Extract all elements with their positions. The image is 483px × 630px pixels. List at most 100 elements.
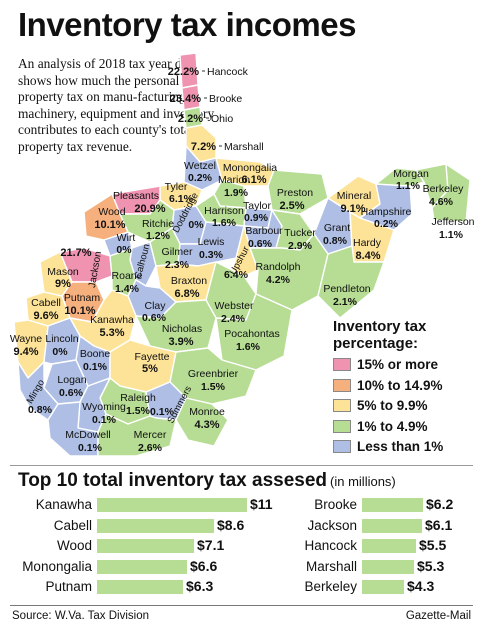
footer-divider [10,605,473,606]
bar-berkeley [362,580,404,594]
county-name-cabell: Cabell [31,297,61,309]
bar-value-monongalia: $6.6 [190,557,218,574]
bar-kanawha [97,498,247,512]
county-name-harrison: Harrison [204,205,244,217]
county-value-gilmer: 2.3% [165,259,190,271]
divider [10,465,473,466]
legend-swatch [333,440,351,453]
county-name-taylor: Taylor [243,200,272,212]
county-value-webster: 2.4% [221,313,246,325]
county-name-lincoln: Lincoln [45,333,78,345]
county-value-kanawha: 5.3% [99,327,124,339]
county-value-lewis: 0.3% [199,249,224,261]
county-value-upshur: 6.4% [224,269,249,281]
top10-unit: (in millions) [330,474,396,489]
intro-text: An analysis of 2018 tax year data shows … [18,56,215,154]
county-value-braxton: 6.8% [174,288,199,300]
county-name-preston: Preston [277,187,313,199]
top10-title: Top 10 total inventory tax assesed [18,470,328,491]
bar-value-marshall: $5.3 [417,557,445,574]
county-value-hardy: 8.4% [355,250,380,262]
county-value-brooke: 23.4% [170,93,201,105]
county-value-berkeley: 4.6% [429,196,454,208]
bar-value-jackson: $6.1 [425,516,453,533]
county-name-clay: Clay [144,300,166,312]
county-value-randolph: 4.2% [266,274,291,286]
bar-value-hancock: $5.5 [419,537,447,553]
county-name-randolph: Randolph [256,261,301,273]
county-name-kanawha: Kanawha [90,314,134,326]
legend-title: Inventory tax percentage: [333,318,427,352]
county-value-clay: 0.6% [142,312,167,324]
bar-label-hancock: Hancock [304,538,357,553]
county-value-wyoming: 0.1% [92,414,117,426]
county-shape-pendleton [317,245,385,319]
callout-lines [202,70,222,147]
county-name-gilmer: Gilmer [162,246,193,258]
bar-brooke [362,498,423,512]
bar-label-putnam: Putnam [45,579,92,594]
bar-marshall [362,559,414,574]
county-name-wirt: Wirt [117,232,136,244]
county-name-lewis: Lewis [198,236,225,248]
bar-label-marshall: Marshall [305,558,357,574]
county-name-wayne: Wayne [10,333,42,345]
county-value-hampshire: 0.2% [374,218,399,230]
county-shape-mercer [97,413,177,457]
county-value-barbour: 0.6% [248,238,273,250]
bar-cabell [97,518,214,533]
county-value-taylor: 0.9% [244,212,269,224]
bar-label-wood: Wood [56,538,92,553]
bar-wood [97,539,194,553]
bar-value-berkeley: $4.3 [407,578,435,594]
county-name-tyler: Tyler [165,181,188,193]
county-name-barbour: Barbour [245,225,283,237]
bar-putnam [97,580,183,594]
county-value-cabell: 9.6% [33,310,58,322]
top10-heading: Top 10 total inventory tax assesed (in mi… [18,470,396,492]
county-value-wood: 10.1% [94,219,125,231]
county-value-greenbrier: 1.5% [201,381,226,393]
county-value-mineral: 9.1% [340,203,365,215]
county-name-jefferson: Jefferson [432,216,475,228]
legend-swatch [333,419,351,433]
legend-label: 15% or more [357,357,439,372]
county-name-mason: Mason [47,266,79,278]
county-value-ritchie: 1.2% [146,230,171,242]
county-name-webster: Webster [215,300,254,312]
county-value-monongalia: 6.1% [241,174,266,186]
county-value-marion: 1.9% [224,187,249,199]
county-value-fayette: 5% [142,363,158,375]
county-value-mason: 9% [55,278,71,290]
county-name-mcdowell: McDowell [65,429,111,441]
source-note: Source: W.Va. Tax Division [12,610,149,622]
legend-item: Less than 1% [333,438,443,455]
county-name-raleigh: Raleigh [120,392,156,404]
county-value-morgan: 1.1% [396,180,421,192]
bar-value-wood: $7.1 [197,537,225,553]
bar-label-berkeley: Berkeley [304,579,357,594]
bar-label-cabell: Cabell [53,517,92,533]
county-value-harrison: 1.6% [212,217,237,229]
county-value-wetzel: 0.2% [188,172,213,184]
county-name-greenbrier: Greenbrier [188,368,239,380]
bar-value-brooke: $6.2 [426,496,454,512]
legend-item: 5% to 9.9% [333,397,428,414]
county-value-putnam: 10.1% [64,305,95,317]
legend-swatch [333,378,351,392]
county-value-jackson: 21.7% [60,247,91,259]
county-value-wirt: 0% [116,244,132,256]
county-value-ohio: 2.2% [178,113,203,125]
bar-label-kanawha: Kanawha [35,497,92,512]
county-name-morgan: Morgan [393,168,429,180]
county-value-wayne: 9.4% [13,346,38,358]
county-name-wyoming: Wyoming [82,401,126,413]
legend-label: 5% to 9.9% [357,398,428,413]
county-name-marshall: Marshall [224,141,264,153]
county-name-monongalia: Monongalia [223,162,277,174]
county-value-mingo: 0.8% [28,404,53,416]
county-value-hancock: 22.2% [168,66,199,78]
bar-hancock [362,539,416,553]
county-value-logan: 0.6% [59,387,84,399]
county-name-fayette: Fayette [134,351,169,363]
